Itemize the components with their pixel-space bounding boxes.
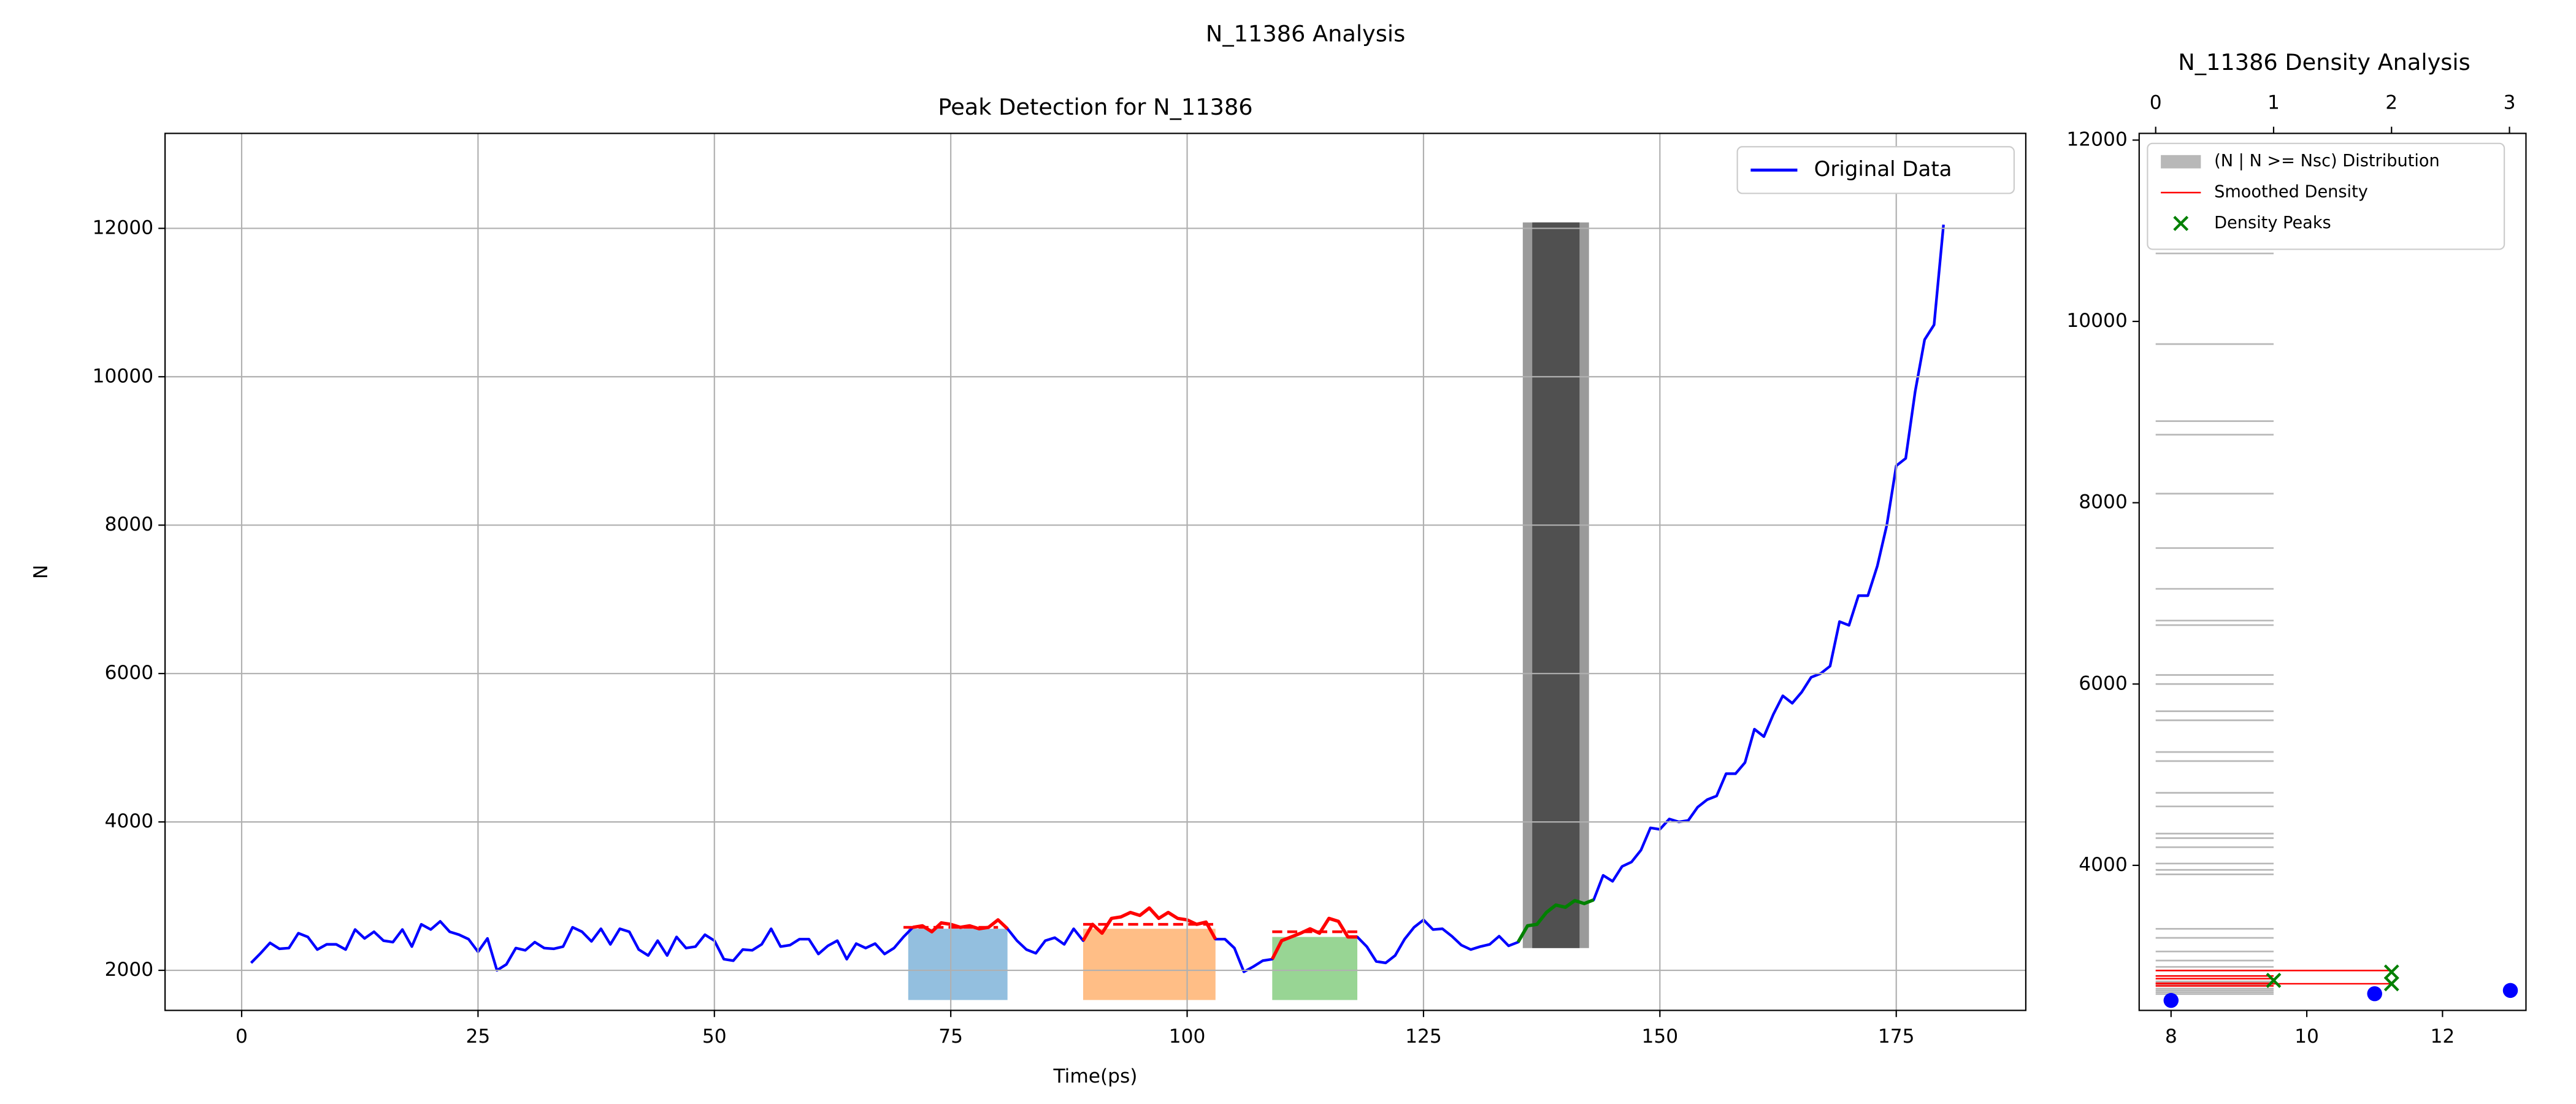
chart-title: N_11386 Density Analysis [2178, 49, 2470, 75]
x-tick-label: 8 [2165, 1025, 2177, 1048]
x-tick-label: 125 [1405, 1025, 1442, 1048]
highlight-segment [1270, 916, 1358, 960]
frame [2138, 132, 2527, 1011]
y-tick-label: 8000 [105, 513, 154, 535]
top-tick-label: 3 [2504, 92, 2516, 114]
y-tick-label: 4000 [2079, 854, 2128, 876]
peak-marker [2383, 964, 2399, 980]
y-tick-label: 2000 [105, 959, 154, 981]
y-tick-label: 6000 [105, 662, 154, 684]
legend-label: Density Peaks [2214, 213, 2331, 232]
figure-title: N_11386 Analysis [1206, 21, 1405, 47]
legend-label: (N | N >= Nsc) Distribution [2214, 151, 2440, 171]
highlight-segment [1081, 906, 1217, 942]
y-tick-label: 6000 [2079, 672, 2128, 694]
region [908, 929, 1008, 1000]
region [1083, 929, 1216, 1000]
x-tick-label: 150 [1642, 1025, 1679, 1048]
x-tick-label: 25 [466, 1025, 490, 1048]
x-tick-label: 75 [938, 1025, 963, 1048]
legend-swatch [2161, 155, 2201, 169]
x-tick-label: 0 [236, 1025, 248, 1048]
legend-label: Smoothed Density [2214, 182, 2368, 201]
top-tick-label: 2 [2385, 92, 2398, 114]
point [2163, 992, 2179, 1008]
top-tick-label: 1 [2267, 92, 2280, 114]
chart-title: Peak Detection for N_11386 [938, 94, 1252, 120]
y-tick-label: 8000 [2079, 491, 2128, 513]
frame [164, 132, 2026, 1011]
legend-box [2147, 142, 2505, 250]
peak-marker [2266, 973, 2282, 988]
peak-marker [2383, 976, 2399, 992]
top-tick-label: 0 [2150, 92, 2162, 114]
legend-box [1736, 146, 2015, 194]
band [1532, 222, 1580, 948]
y-tick-label: 10000 [93, 365, 153, 387]
x-axis-label: Time(ps) [1053, 1065, 1138, 1087]
y-tick-label: 4000 [105, 810, 154, 832]
x-tick-label: 10 [2294, 1025, 2319, 1048]
x-tick-label: 100 [1169, 1025, 1206, 1048]
legend-label: Original Data [1814, 157, 1952, 182]
plot-area [2155, 252, 2399, 995]
x-tick-label: 12 [2430, 1025, 2455, 1048]
region [1272, 937, 1358, 1000]
point [2367, 986, 2382, 1002]
x-tick-label: 175 [1878, 1025, 1915, 1048]
point [2502, 983, 2518, 999]
highlight-segment [1516, 898, 1595, 943]
plot-area [250, 222, 1945, 1000]
y-tick-label: 12000 [93, 217, 153, 239]
highlight-segment [913, 918, 1009, 933]
legend-swatch [2173, 215, 2189, 231]
y-axis-label: N [30, 565, 52, 579]
y-tick-label: 10000 [2066, 310, 2127, 332]
y-tick-label: 12000 [2066, 128, 2127, 150]
x-tick-label: 50 [702, 1025, 727, 1048]
